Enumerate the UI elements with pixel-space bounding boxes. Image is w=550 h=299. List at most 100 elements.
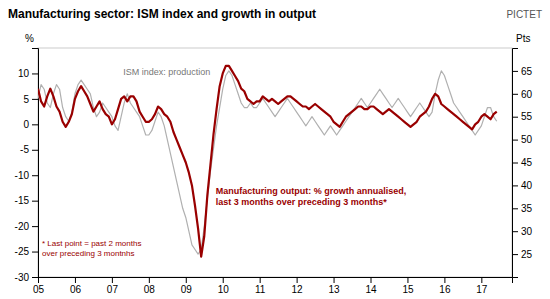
tick-label: 10 [18,68,30,79]
tick-mark [32,124,38,125]
tick-mark [186,277,187,283]
x-tick: 14 [365,277,377,295]
plot-frame [38,48,512,277]
tick-label: 16 [439,284,451,295]
y-tick: -25 [15,246,38,257]
tick-label: 10 [218,284,230,295]
y-axis: -30 -25 -20 -15 -10 -5 0 5 10 [15,49,39,283]
tick-label: 40 [521,180,533,191]
axis-line [32,49,39,278]
y2-tick: 65 [512,66,533,77]
tick-mark [407,277,408,283]
tick-label: 11 [255,284,266,295]
tick-mark [149,277,150,283]
title: Manufacturing sector: ISM index and grow… [8,7,316,21]
tick-mark [32,99,38,100]
texts: Manufacturing sector: ISM index and grow… [8,7,542,258]
tick-mark [260,277,261,283]
tick-label: 12 [292,284,304,295]
tick-mark [444,277,445,283]
tick-label: 45 [521,157,533,168]
tick-mark [223,277,224,283]
x-tick: 17 [476,277,488,295]
tick-label: 0 [23,119,29,130]
tick-label: 60 [521,89,533,100]
y2-tick: 25 [512,249,533,260]
x-tick: 06 [70,277,82,295]
tick-mark [481,277,482,283]
tick-label: 50 [521,134,533,145]
tick-label: 17 [476,284,488,295]
y-tick: 10 [18,68,38,79]
tick-mark [512,71,518,72]
x-tick: 15 [402,277,414,295]
tick-label: -5 [20,144,29,155]
tick-mark [32,226,38,227]
tick-mark [512,254,518,255]
x-tick: 16 [439,277,451,295]
tick-label: 5 [23,94,29,105]
tick-mark [512,185,518,186]
tick-mark [32,252,38,253]
axis-line [39,278,513,284]
y2-tick: 45 [512,157,533,168]
tick-label: -10 [15,170,30,181]
tick-mark [297,277,298,283]
y-axis-label: % [25,33,34,44]
tick-label: 08 [144,284,156,295]
chart: 05060708091011121314151617-30-25-20-15-1… [0,0,550,299]
y2-tick: 55 [512,111,533,122]
tick-mark [512,94,518,95]
y2-tick: 60 [512,89,533,100]
tick-mark [512,208,518,209]
plot-area: 05060708091011121314151617-30-25-20-15-1… [15,48,533,295]
tick-mark [32,73,38,74]
y2-tick: 50 [512,134,533,145]
tick-mark [512,163,518,164]
x-axis: 05 06 07 08 09 10 11 12 13 14 15 16 17 [33,277,513,295]
annotation: ISM index: production [123,67,210,77]
y-tick: -15 [15,195,38,206]
tick-label: -20 [15,221,30,232]
x-tick: 10 [218,277,230,295]
tick-mark [512,231,518,232]
tick-mark [32,201,38,202]
y2-tick: 40 [512,180,533,191]
tick-mark [32,175,38,176]
x-tick: 13 [328,277,340,295]
tick-label: 15 [402,284,414,295]
y2-tick: 35 [512,203,533,214]
annotation: PICTET [506,9,542,20]
axis-line [513,49,519,278]
x-tick: 12 [292,277,304,295]
tick-label: 55 [521,111,533,122]
y-tick: 5 [23,94,38,105]
tick-mark [334,277,335,283]
tick-mark [112,277,113,283]
annotation: * Last point = past 2 monthsover precedi… [42,239,141,258]
tick-mark [371,277,372,283]
tick-label: 07 [107,284,119,295]
x-tick: 07 [107,277,119,295]
x-tick: 09 [181,277,193,295]
tick-label: 30 [521,226,533,237]
y2-axis-label: Pts [516,33,530,44]
tick-mark [32,277,38,278]
series-line [38,66,497,257]
tick-label: 05 [33,284,45,295]
tick-label: 14 [365,284,377,295]
y-tick: -5 [20,144,38,155]
y-tick: -10 [15,170,38,181]
tick-label: 25 [521,249,533,260]
annotation: Manufacturing output: % growth annualise… [216,186,407,207]
y2-tick: 30 [512,226,533,237]
x-tick: 11 [255,277,266,295]
tick-label: 35 [521,203,533,214]
tick-label: 65 [521,66,533,77]
tick-mark [512,117,518,118]
x-tick: 05 [33,277,45,295]
y2-axis: 25 30 35 40 45 50 55 60 65 [512,49,533,278]
tick-label: -30 [15,272,30,283]
y-tick: -20 [15,221,38,232]
tick-label: 13 [328,284,340,295]
